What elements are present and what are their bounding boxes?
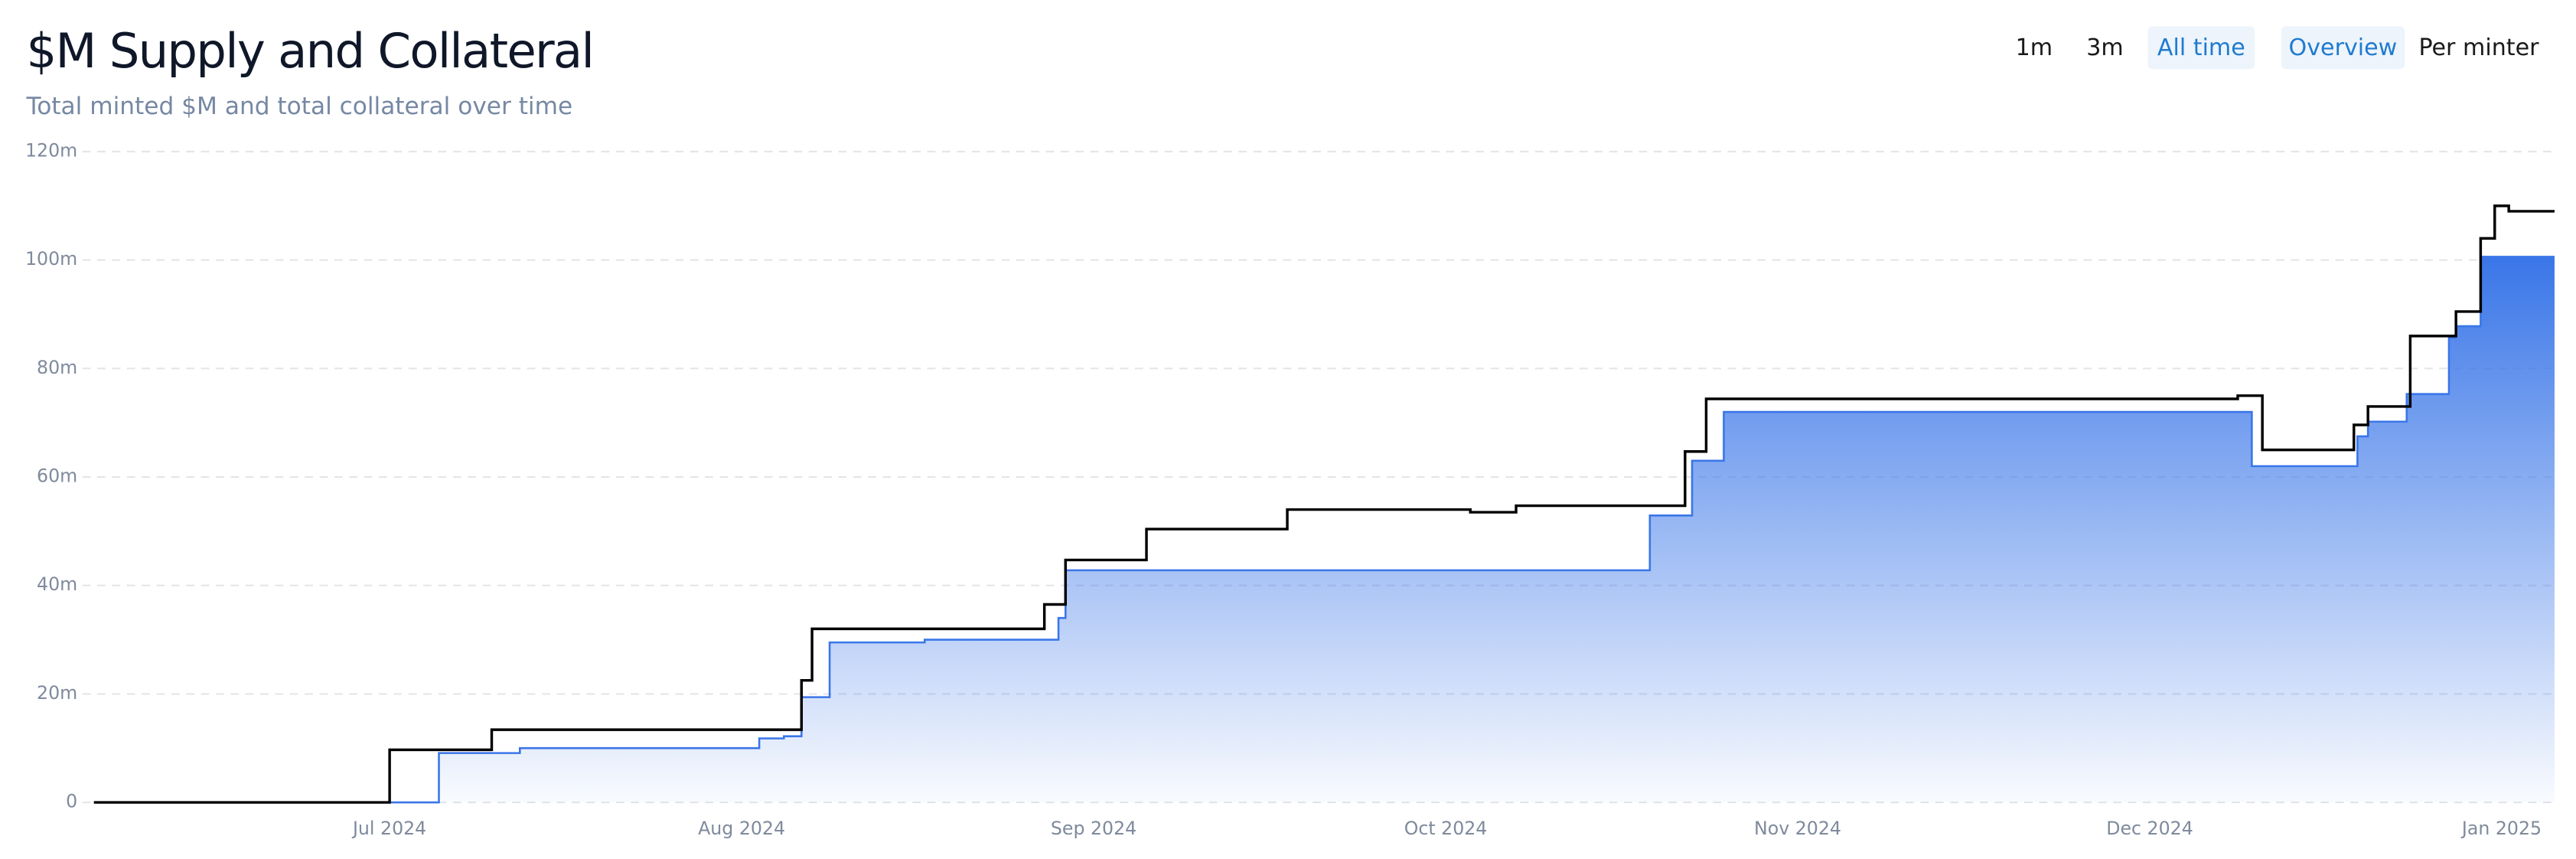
button-bg xyxy=(2281,26,2405,70)
x-tick-label: Jan 2025 xyxy=(2460,818,2542,839)
button[interactable]: Per minter xyxy=(2418,34,2539,61)
x-tick-label: Aug 2024 xyxy=(698,818,785,839)
x-tick-label: Sep 2024 xyxy=(1051,818,1136,839)
supply-line xyxy=(93,256,2555,804)
button[interactable]: Overview xyxy=(2289,34,2398,61)
collateral-line xyxy=(93,204,2555,804)
y-tick-label: 120m xyxy=(25,139,77,161)
y-tick-label: 60m xyxy=(37,465,77,487)
x-tick-label: Jul 2024 xyxy=(351,818,426,839)
button[interactable]: 1m xyxy=(2016,34,2053,61)
button[interactable]: 3m xyxy=(2086,34,2124,61)
x-tick-label: Nov 2024 xyxy=(1754,818,1841,839)
y-tick-label: 40m xyxy=(37,573,77,595)
button[interactable]: All time xyxy=(2157,34,2245,61)
x-tick-label: Dec 2024 xyxy=(2106,818,2193,839)
y-tick-label: 20m xyxy=(37,682,77,704)
y-tick-label: 100m xyxy=(25,248,77,269)
x-tick-label: Oct 2024 xyxy=(1404,818,1488,839)
button-bg xyxy=(2147,26,2255,70)
chart-subtitle: Total minted $M and total collateral ove… xyxy=(25,93,572,120)
chart-title: $M Supply and Collateral xyxy=(26,23,593,79)
y-tick-label: 0 xyxy=(66,791,77,812)
y-tick-label: 80m xyxy=(37,357,77,378)
area-fill xyxy=(93,256,2555,803)
